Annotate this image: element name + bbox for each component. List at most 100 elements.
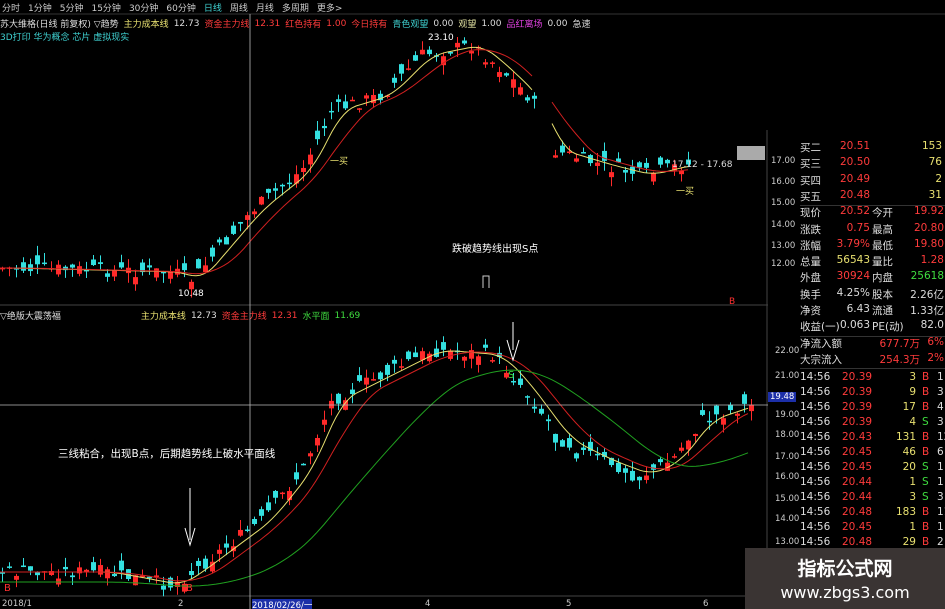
sell-marker: S <box>508 370 515 381</box>
candle-body <box>35 571 40 576</box>
period-tab[interactable]: 60分钟 <box>166 3 196 14</box>
candle-body <box>448 51 453 54</box>
trade-row: 14:56 20.45 1 B 1 <box>800 521 945 537</box>
trade-volume: 131 <box>895 431 916 444</box>
quote-row: 收益(一) 0.063 PE(动) 82.0 <box>800 319 945 335</box>
lower-ma2-value: 12.31 <box>271 310 298 321</box>
candle-body <box>175 581 180 587</box>
trade-side: B <box>922 401 930 414</box>
candle-body <box>35 255 40 265</box>
ind6-label: 观望 <box>458 20 477 30</box>
bid-label: 买五 <box>800 190 821 203</box>
axis-tick-label: 14.00 <box>771 220 796 230</box>
candle-body <box>490 360 495 362</box>
candle-body <box>336 393 341 404</box>
period-tab[interactable]: 30分钟 <box>128 3 159 14</box>
candle-body <box>322 419 327 425</box>
upper-chart-title: 苏大维格(日线 前复权) ▽趋势 <box>0 20 119 30</box>
lower-ma1-value: 12.73 <box>190 310 217 321</box>
quote-value: 1.28 <box>920 254 944 267</box>
candle-body <box>427 353 432 362</box>
trade-volume: 1 <box>909 521 916 534</box>
candle-body <box>623 169 628 173</box>
trade-side: B <box>922 386 930 399</box>
ind3-label: 红色持有 <box>285 20 322 30</box>
candle-body <box>112 269 117 277</box>
candle-body <box>427 49 432 55</box>
quote-label: 涨幅 <box>800 239 821 252</box>
ma2-value: 12.31 <box>254 18 281 29</box>
ind8-label: 急速 <box>572 20 591 30</box>
candle-body <box>560 145 565 153</box>
candle-body <box>343 101 348 109</box>
quote-label: 最高 <box>872 223 893 236</box>
candle-body <box>644 162 649 168</box>
candle-body <box>189 281 194 290</box>
period-tab[interactable]: 周线 <box>229 3 248 14</box>
candle-body <box>336 99 341 102</box>
period-tab[interactable]: 多周期 <box>281 3 309 14</box>
candle-body <box>581 152 586 154</box>
buy-tag-mid: 一买 <box>330 157 349 167</box>
trade-price: 20.39 <box>842 416 873 429</box>
quote-label: 现价 <box>800 207 821 220</box>
trade-time: 14:56 <box>800 371 831 384</box>
trade-row: 14:56 20.45 20 S 1 <box>800 461 945 477</box>
axis-tick-label: 17.00 <box>771 156 796 166</box>
candle-body <box>350 389 355 395</box>
candle-body <box>483 62 488 65</box>
flow-value: 677.7万 <box>879 337 920 350</box>
candle-body <box>518 87 523 95</box>
candle-body <box>644 475 649 480</box>
buy-arrow-icon <box>184 488 196 547</box>
candle-body <box>672 164 677 171</box>
candle-body <box>273 188 278 191</box>
candle-body <box>504 372 509 378</box>
candle-body <box>399 366 404 368</box>
candle-body <box>525 97 530 101</box>
period-tab[interactable]: 5分钟 <box>59 3 84 14</box>
trade-row: 14:56 20.45 46 B 6 <box>800 446 945 462</box>
candle-body <box>518 378 523 385</box>
period-tab[interactable]: 分时 <box>2 3 21 14</box>
axis-tick-label: 17.00 <box>775 452 800 462</box>
trade-volume: 3 <box>909 491 916 504</box>
candle-body <box>728 404 733 411</box>
candle-body <box>546 419 551 422</box>
trade-time: 14:56 <box>800 476 831 489</box>
trade-price: 20.48 <box>842 536 873 549</box>
quote-label: 换手 <box>800 288 821 301</box>
period-tab[interactable]: 1分钟 <box>28 3 52 14</box>
sell-annotation: 跌破趋势线出现S点 <box>452 244 539 255</box>
trade-side: S <box>922 491 929 504</box>
period-tab[interactable]: 日线 <box>203 3 222 14</box>
trade-count: 1 <box>937 371 944 384</box>
period-tab[interactable]: 月线 <box>255 3 274 14</box>
flow-pct: 2% <box>927 351 944 364</box>
axis-tick-label: 15.00 <box>775 494 800 504</box>
candle-body <box>651 464 656 470</box>
candle-body <box>441 342 446 350</box>
trade-side: B <box>922 521 930 534</box>
candle-body <box>616 462 621 473</box>
period-tab[interactable]: 更多> <box>316 3 343 14</box>
moving-average-line <box>0 49 533 275</box>
trade-time: 14:56 <box>800 386 831 399</box>
candle-body <box>567 151 572 153</box>
candle-body <box>84 569 89 573</box>
period-tab[interactable]: 15分钟 <box>91 3 121 14</box>
candle-body <box>392 359 397 364</box>
candle-body <box>238 529 243 536</box>
candle-body <box>539 408 544 414</box>
trade-price: 20.45 <box>842 521 873 534</box>
bid-price: 20.50 <box>840 156 871 169</box>
candle-body <box>91 562 96 571</box>
candle-body <box>693 433 698 436</box>
candle-body <box>49 571 54 576</box>
candle-body <box>371 94 376 104</box>
trade-price: 20.45 <box>842 461 873 474</box>
candle-body <box>385 364 390 375</box>
orderbook-row: 买二 20.51 153 <box>800 140 945 156</box>
ind7-label: 品红离场 <box>506 20 543 30</box>
